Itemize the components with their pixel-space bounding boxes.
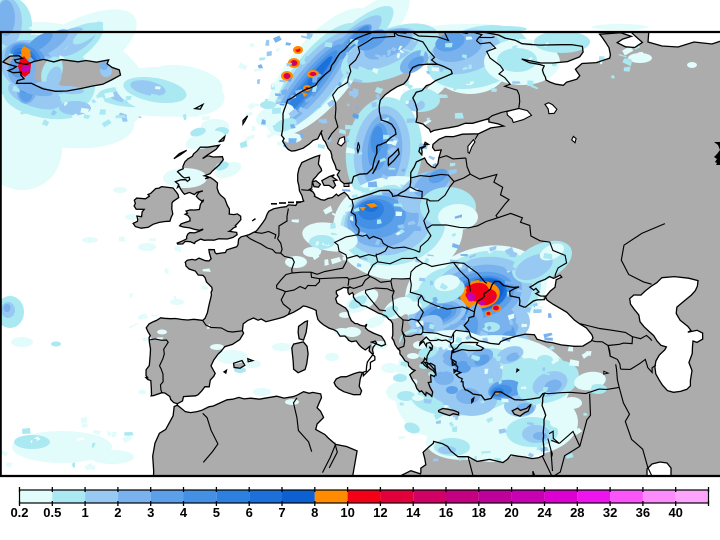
svg-text:0.5: 0.5 <box>43 505 61 520</box>
svg-text:36: 36 <box>636 505 650 520</box>
svg-text:7: 7 <box>278 505 285 520</box>
svg-text:24: 24 <box>537 505 552 520</box>
svg-text:16: 16 <box>439 505 453 520</box>
svg-text:3: 3 <box>147 505 154 520</box>
svg-text:32: 32 <box>603 505 617 520</box>
svg-text:5: 5 <box>213 505 220 520</box>
svg-text:0.2: 0.2 <box>10 505 28 520</box>
svg-text:6: 6 <box>246 505 253 520</box>
svg-text:2: 2 <box>114 505 121 520</box>
svg-text:8: 8 <box>311 505 318 520</box>
svg-text:10: 10 <box>340 505 354 520</box>
svg-text:20: 20 <box>504 505 518 520</box>
svg-text:40: 40 <box>668 505 682 520</box>
svg-text:4: 4 <box>180 505 188 520</box>
svg-text:14: 14 <box>406 505 421 520</box>
svg-text:28: 28 <box>570 505 584 520</box>
svg-text:1: 1 <box>81 505 88 520</box>
svg-text:18: 18 <box>472 505 486 520</box>
svg-text:12: 12 <box>373 505 387 520</box>
